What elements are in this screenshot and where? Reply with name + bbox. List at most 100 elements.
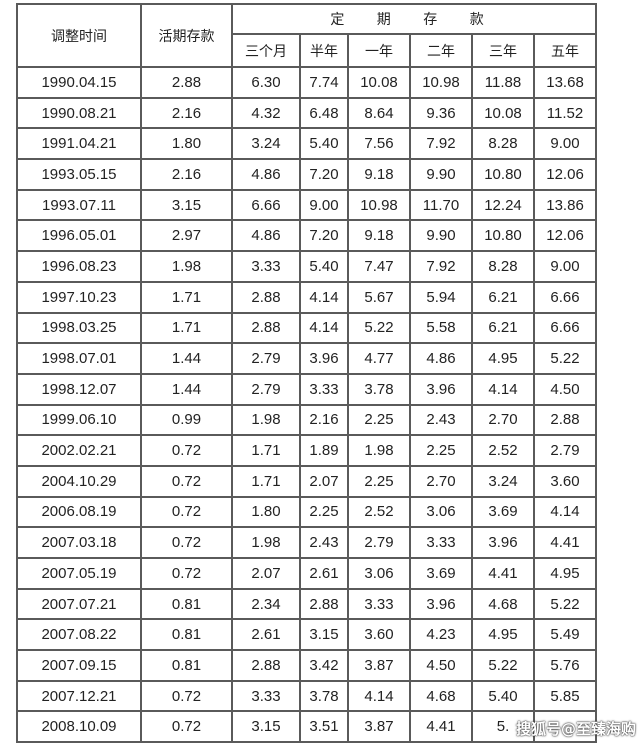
cell-rate: 6.30 xyxy=(231,66,301,99)
cell-rate: 4.68 xyxy=(409,679,473,713)
cell-rate: 2.16 xyxy=(299,403,349,437)
cell-rate: 3.24 xyxy=(231,127,301,161)
cell-rate: 2.25 xyxy=(347,464,411,498)
cell-date: 1990.04.15 xyxy=(16,66,142,99)
cell-date: 2007.05.19 xyxy=(16,557,142,590)
cell-rate: 2.07 xyxy=(231,557,301,590)
cell-rate: 9.18 xyxy=(347,219,411,253)
cell-rate: 0.72 xyxy=(140,679,233,713)
cell-date: 1999.06.10 xyxy=(16,403,142,437)
cell-rate: 3.33 xyxy=(231,250,301,283)
cell-rate: 4.32 xyxy=(231,96,301,130)
cell-date: 1998.07.01 xyxy=(16,342,142,375)
cell-rate: 2.88 xyxy=(140,66,233,99)
cell-rate: 0.72 xyxy=(140,495,233,529)
cell-rate: 3.69 xyxy=(471,495,535,529)
cell-rate: 2.79 xyxy=(347,526,411,559)
cell-rate: 5.40 xyxy=(299,250,349,283)
cell-rate: 3.33 xyxy=(409,526,473,559)
cell-rate: 5.67 xyxy=(347,280,411,314)
cell-rate: 9.36 xyxy=(409,96,473,130)
cell-rate: 4.95 xyxy=(532,557,598,590)
cell-rate: 12.06 xyxy=(532,219,598,253)
cell-rate: 7.92 xyxy=(409,250,473,283)
header-demand-deposit: 活期存款 xyxy=(140,3,233,68)
cell-rate: 3.15 xyxy=(231,710,301,744)
cell-rate: 6.66 xyxy=(532,280,598,314)
cell-rate: 2.70 xyxy=(471,403,535,437)
cell-rate: 4.14 xyxy=(471,372,535,406)
cell-rate: 3.60 xyxy=(347,618,411,652)
cell-rate: 1.44 xyxy=(140,372,233,406)
cell-rate: 1.89 xyxy=(299,434,349,467)
cell-rate: 4.68 xyxy=(471,587,535,621)
cell-rate: 1.98 xyxy=(231,403,301,437)
cell-rate: 12.24 xyxy=(471,188,535,222)
cell-date: 1996.05.01 xyxy=(16,219,142,253)
cell-rate: 3.96 xyxy=(409,587,473,621)
cell-rate: 2.97 xyxy=(140,219,233,253)
cell-rate: 3.33 xyxy=(347,587,411,621)
cell-rate: 5.22 xyxy=(532,342,598,375)
cell-rate: 8.28 xyxy=(471,127,535,161)
cell-rate: 4.23 xyxy=(409,618,473,652)
cell-rate: 5. xyxy=(471,710,535,744)
cell-date: 2006.08.19 xyxy=(16,495,142,529)
cell-rate: 0.81 xyxy=(140,587,233,621)
cell-rate: 9.90 xyxy=(409,219,473,253)
cell-rate: 9.00 xyxy=(299,188,349,222)
table-row: 1998.12.07 1.44 2.79 3.33 3.78 3.96 4.14 4.50 xyxy=(16,372,598,406)
cell-rate: 9.18 xyxy=(347,158,411,191)
cell-date: 1990.08.21 xyxy=(16,96,142,130)
cell-rate: 2.88 xyxy=(532,403,598,437)
header-term: 五年 xyxy=(532,33,598,68)
cell-rate: 2.25 xyxy=(409,434,473,467)
table-row: 1998.07.01 1.44 2.79 3.96 4.77 4.86 4.95 5.22 xyxy=(16,342,598,375)
cell-rate: 4.86 xyxy=(231,158,301,191)
cell-rate: 2.79 xyxy=(231,342,301,375)
cell-rate: 9.90 xyxy=(409,158,473,191)
cell-rate: 6.21 xyxy=(471,311,535,345)
cell-rate: 0.99 xyxy=(140,403,233,437)
cell-rate: 4.86 xyxy=(231,219,301,253)
cell-rate: 3.96 xyxy=(471,526,535,559)
cell-rate: 2.79 xyxy=(532,434,598,467)
cell-rate: 10.98 xyxy=(409,66,473,99)
cell-date: 2007.12.21 xyxy=(16,679,142,713)
cell-rate: 1.98 xyxy=(140,250,233,283)
cell-rate: 2.61 xyxy=(299,557,349,590)
cell-rate: 1.80 xyxy=(231,495,301,529)
cell-rate: 4.86 xyxy=(409,342,473,375)
cell-rate: 5.94 xyxy=(409,280,473,314)
table-row: 2007.05.19 0.72 2.07 2.61 3.06 3.69 4.41 4.95 xyxy=(16,557,598,590)
table-row: 2004.10.29 0.72 1.71 2.07 2.25 2.70 3.24 3.60 xyxy=(16,464,598,498)
cell-rate: 5.22 xyxy=(471,649,535,682)
cell-rate: 0.72 xyxy=(140,710,233,744)
cell-rate: 3.78 xyxy=(347,372,411,406)
cell-rate: 3.87 xyxy=(347,710,411,744)
cell-rate: 2.70 xyxy=(409,464,473,498)
cell-rate: 0.72 xyxy=(140,464,233,498)
cell-rate: 3.96 xyxy=(299,342,349,375)
cell-rate: 2.25 xyxy=(299,495,349,529)
cell-rate: 12.06 xyxy=(532,158,598,191)
cell-rate: 4.14 xyxy=(532,495,598,529)
cell-rate: 1.71 xyxy=(231,464,301,498)
cell-rate: 1.98 xyxy=(347,434,411,467)
cell-rate: 2.88 xyxy=(299,587,349,621)
table-row: 2007.12.21 0.72 3.33 3.78 4.14 4.68 5.40 5.85 xyxy=(16,679,598,713)
cell-rate: 2.79 xyxy=(231,372,301,406)
cell-rate: 2.52 xyxy=(471,434,535,467)
cell-rate: 5.58 xyxy=(409,311,473,345)
cell-rate: 11.52 xyxy=(532,96,598,130)
header-fixed-deposit: 定 期 存 款 xyxy=(230,3,598,35)
cell-rate: 3.06 xyxy=(347,557,411,590)
header-term: 二年 xyxy=(409,33,473,68)
cell-rate xyxy=(532,710,598,744)
table-row: 2007.07.21 0.81 2.34 2.88 3.33 3.96 4.68 5.22 xyxy=(16,587,598,621)
cell-rate: 4.14 xyxy=(347,679,411,713)
cell-rate: 6.21 xyxy=(471,280,535,314)
table-row: 2002.02.21 0.72 1.71 1.89 1.98 2.25 2.52 2.79 xyxy=(16,434,598,467)
table-row: 1993.05.15 2.16 4.86 7.20 9.18 9.90 10.80 12.06 xyxy=(16,158,598,191)
table-row: 1991.04.21 1.80 3.24 5.40 7.56 7.92 8.28 9.00 xyxy=(16,127,598,161)
